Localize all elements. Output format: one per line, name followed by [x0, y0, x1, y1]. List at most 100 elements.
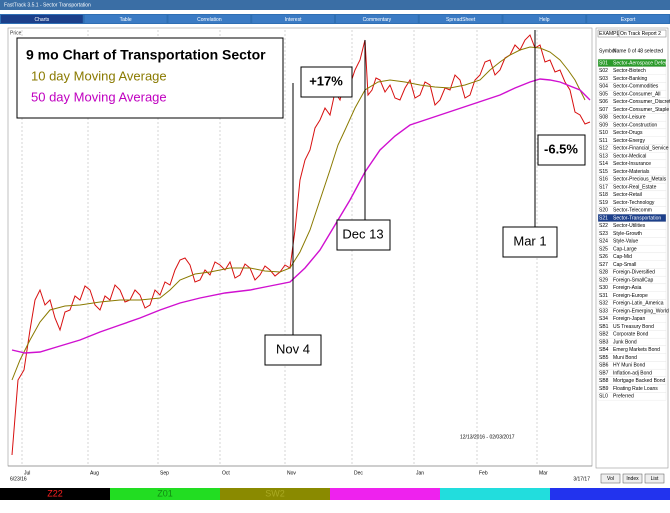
row-name: Preferred [613, 394, 634, 400]
row-name: Foreign-Japan [613, 316, 645, 322]
row-symbol: S11 [599, 138, 608, 144]
footer-label: Z01 [157, 488, 173, 498]
annotation-box [264, 334, 322, 366]
tab-label: Interest [285, 17, 302, 23]
row-symbol: S28 [599, 270, 608, 276]
tab[interactable] [336, 15, 418, 23]
row-name: Foreign-SmallCap [613, 277, 654, 283]
row-symbol: S27 [599, 262, 608, 268]
tab-label: Charts [35, 17, 50, 23]
row-symbol: S30 [599, 285, 608, 291]
legend-box [16, 37, 284, 119]
x-axis-label: Mar [539, 470, 548, 476]
tab[interactable] [1, 15, 83, 23]
family-dropdown[interactable] [597, 29, 619, 38]
tab[interactable] [84, 15, 167, 23]
row-symbol: S34 [599, 316, 608, 322]
row-symbol: S29 [599, 277, 608, 283]
button[interactable] [644, 473, 665, 484]
button-label: Index [626, 476, 639, 482]
row-name: Emerg Markets Bond [613, 347, 660, 353]
row-name: Sector-Telecomm [613, 208, 652, 214]
ma10-line [11, 46, 586, 381]
legend-ma50: 50 day Moving Average [31, 89, 167, 104]
tab[interactable] [419, 15, 502, 23]
tab[interactable] [168, 15, 251, 23]
row-symbol: S12 [599, 146, 608, 152]
annotation-gain: +17% [309, 73, 343, 88]
header-name: Name 0 of 48 selected [613, 48, 663, 54]
row-name: Cap-Mid [613, 254, 632, 260]
row-symbol: S03 [599, 76, 608, 82]
row-name: Sector-Commodities [613, 84, 659, 90]
row-name: Foreign-Asia [613, 285, 642, 291]
date-range: 12/13/2016 - 02/03/2017 [460, 434, 515, 440]
row-symbol: S20 [599, 208, 608, 214]
row-symbol: S18 [599, 192, 608, 198]
row-symbol: SB4 [599, 347, 609, 353]
button[interactable] [600, 473, 621, 484]
x-axis-label: Nov [287, 470, 296, 476]
row-symbol: S05 [599, 91, 608, 97]
row-name: Style-Value [613, 239, 638, 245]
annotation-box [537, 134, 586, 166]
row-name: Sector-Utilities [613, 223, 646, 229]
row-symbol: SB6 [599, 363, 609, 369]
row-symbol: SB1 [599, 324, 609, 330]
tab-label: Export [621, 17, 636, 23]
ma50-line [11, 78, 591, 354]
row-symbol: SB8 [599, 378, 609, 384]
row-symbol: SB2 [599, 332, 609, 338]
row-name: Foreign-Diversified [613, 270, 655, 276]
row-name: Sector-Drugs [613, 130, 643, 136]
row-name: Floating Rate Loans [613, 386, 658, 392]
tab[interactable] [252, 15, 334, 23]
button-label: Vol [607, 476, 614, 482]
row-name: Sector-Technology [613, 200, 655, 206]
report-name: On Track Report 2 [620, 31, 661, 37]
row-name: Sector-Transportation [613, 215, 661, 221]
footer-segment [0, 488, 110, 500]
row-symbol: S04 [599, 84, 608, 90]
button-label: List [651, 476, 659, 482]
button[interactable] [622, 473, 643, 484]
end-date: 3/17/17 [573, 476, 590, 482]
row-symbol: S16 [599, 177, 608, 183]
list-row[interactable] [597, 252, 667, 261]
row-name: Sector-Precious_Metals [613, 177, 667, 183]
row-name: Sector-Leisure [613, 115, 646, 121]
y-axis-label: Price [10, 30, 22, 36]
list-row[interactable] [597, 392, 667, 401]
annotation-mar1: Mar 1 [513, 233, 546, 248]
report-dropdown[interactable] [618, 29, 667, 38]
row-name: Sector-Medical [613, 153, 646, 159]
row-symbol: S10 [599, 130, 608, 136]
row-name: Sector-Retail [613, 192, 642, 198]
header-symbol: Symbol [599, 48, 616, 54]
tab-label: SpreadSheet [446, 17, 476, 23]
window-title: FastTrack 3.5.1 - Sector Transportation [4, 2, 91, 8]
row-name: Sector-Banking [613, 76, 647, 82]
row-name: Sector-Consumer_All [613, 91, 661, 97]
legend-ma10: 10 day Moving Average [31, 68, 167, 83]
row-symbol: S33 [599, 308, 608, 314]
x-axis-label: Jan [416, 470, 424, 476]
tab-label: Help [539, 17, 550, 23]
row-symbol: S09 [599, 122, 608, 128]
row-name: Cap-Large [613, 246, 637, 252]
row-symbol: S26 [599, 254, 608, 260]
x-axis-label: Jul [24, 470, 30, 476]
row-name: Sector-Consumer_Discret [613, 99, 670, 105]
footer-segment [330, 488, 440, 500]
tab[interactable] [587, 15, 669, 23]
legend-title: 9 mo Chart of Transportation Sector [26, 47, 266, 63]
row-name: Mortgage Backed Bond [613, 378, 665, 384]
row-symbol: S02 [599, 68, 608, 74]
annotation-box [336, 219, 391, 251]
row-symbol: SB9 [599, 386, 609, 392]
tab[interactable] [503, 15, 586, 23]
footer-segment [440, 488, 550, 500]
row-name: Inflation-adj Bond [613, 370, 652, 376]
row-symbol: SB7 [599, 370, 609, 376]
